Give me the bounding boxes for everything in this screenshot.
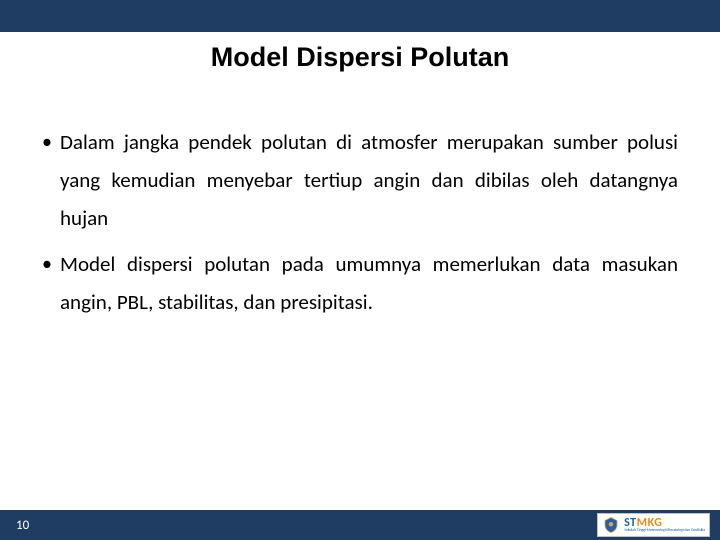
logo: STMKG Sekolah Tinggi Meteorologi Klimato… bbox=[597, 513, 710, 537]
logo-text: STMKG Sekolah Tinggi Meteorologi Klimato… bbox=[624, 517, 705, 533]
bullet-marker: • bbox=[42, 123, 60, 237]
bullet-text: Dalam jangka pendek polutan di atmosfer … bbox=[60, 123, 678, 237]
bullet-item: • Model dispersi polutan pada umumnya me… bbox=[42, 245, 678, 321]
content-area: • Dalam jangka pendek polutan di atmosfe… bbox=[42, 123, 678, 321]
bullet-marker: • bbox=[42, 245, 60, 321]
slide: Model Dispersi Polutan • Dalam jangka pe… bbox=[0, 0, 720, 540]
bullet-item: • Dalam jangka pendek polutan di atmosfe… bbox=[42, 123, 678, 237]
slide-title: Model Dispersi Polutan bbox=[0, 42, 720, 73]
top-bar bbox=[0, 0, 720, 32]
logo-subtitle: Sekolah Tinggi Meteorologi Klimatologi d… bbox=[624, 529, 705, 533]
emblem-icon bbox=[602, 516, 620, 534]
page-number: 10 bbox=[16, 518, 29, 533]
bullet-text: Model dispersi polutan pada umumnya meme… bbox=[60, 245, 678, 321]
footer-bar: 10 STMKG Sekolah Tinggi Meteorologi Klim… bbox=[0, 510, 720, 540]
